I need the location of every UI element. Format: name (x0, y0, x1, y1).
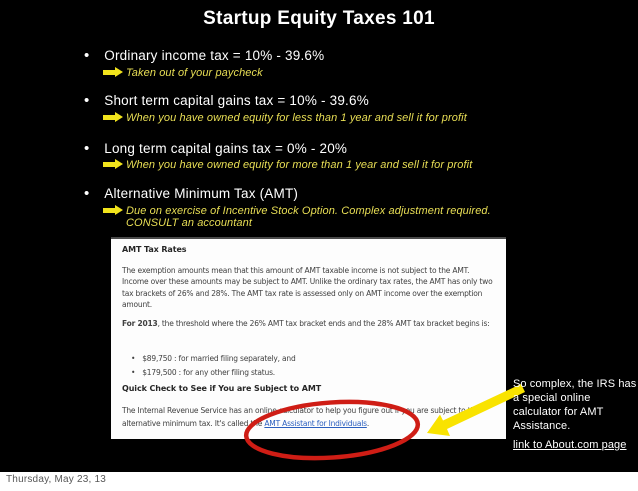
annotation-note: So complex, the IRS has a special online… (513, 377, 638, 452)
embedded-irs-screenshot: AMT Tax Rates The exemption amounts mean… (111, 237, 506, 439)
yellow-arrow-icon (103, 112, 123, 122)
sub-bullet-text: Taken out of your paycheck (126, 67, 263, 79)
exemption-paragraph: The exemption amounts mean that this amo… (122, 266, 493, 309)
bullet-text: Ordinary income tax = 10% - 39.6% (104, 48, 325, 63)
bullet-text: Alternative Minimum Tax (AMT) (104, 186, 299, 201)
amt-assistant-link[interactable]: AMT Assistant for Individuals (264, 418, 367, 428)
quick-check-heading: Quick Check to See if You are Subject to… (122, 384, 322, 393)
amt-tax-rates-heading: AMT Tax Rates (122, 245, 187, 254)
bullet-text: Long term capital gains tax = 0% - 20% (104, 141, 348, 156)
sub-bullet-amt: Due on exercise of Incentive Stock Optio… (103, 205, 541, 229)
bullet-amt: • Alternative Minimum Tax (AMT) (84, 186, 298, 201)
list-item: • $179,500 : for any other filing status. (131, 366, 296, 380)
threshold-paragraph: For 2013, the threshold where the 26% AM… (122, 318, 494, 330)
list-bullet-icon: • (131, 367, 136, 377)
list-item: • $89,750 : for married filing separately… (131, 352, 296, 366)
yellow-arrow-icon (103, 159, 123, 169)
annotation-text: So complex, the IRS has a special online… (513, 378, 637, 432)
bullet-short-term-gains: • Short term capital gains tax = 10% - 3… (84, 93, 369, 108)
sub-bullet-ordinary-income: Taken out of your paycheck (103, 67, 263, 79)
bullet-dot-icon: • (84, 140, 90, 157)
sub-bullet-text: When you have owned equity for less than… (126, 112, 467, 124)
bullet-dot-icon: • (84, 47, 90, 64)
list-item-text: $89,750 : for married filing separately,… (142, 354, 296, 363)
bullet-long-term-gains: • Long term capital gains tax = 0% - 20% (84, 141, 347, 156)
yellow-arrow-icon (103, 205, 123, 215)
bullet-ordinary-income: • Ordinary income tax = 10% - 39.6% (84, 48, 324, 63)
footer-date-text: Thursday, May 23, 13 (6, 474, 106, 485)
slide: Startup Equity Taxes 101 • Ordinary inco… (0, 0, 638, 472)
sub-bullet-short-term-gains: When you have owned equity for less than… (103, 112, 467, 124)
bullet-dot-icon: • (84, 185, 90, 202)
sub-bullet-text: Due on exercise of Incentive Stock Optio… (126, 205, 491, 229)
list-item-text: $179,500 : for any other filing status. (142, 367, 275, 377)
sub-bullet-long-term-gains: When you have owned equity for more than… (103, 159, 472, 171)
threshold-rest: , the threshold where the 26% AMT tax br… (157, 319, 490, 328)
list-bullet-icon: • (131, 354, 136, 363)
slide-title: Startup Equity Taxes 101 (203, 8, 435, 29)
aboutcom-link[interactable]: link to About.com page (513, 439, 627, 451)
date-footer: Thursday, May 23, 13 (0, 472, 638, 491)
bullet-dot-icon: • (84, 92, 90, 109)
bullet-text: Short term capital gains tax = 10% - 39.… (104, 93, 369, 108)
threshold-list: • $89,750 : for married filing separately… (131, 352, 296, 379)
threshold-bold-prefix: For 2013 (122, 319, 158, 328)
irs-calculator-paragraph: The Internal Revenue Service has an onli… (122, 405, 494, 431)
yellow-arrow-icon (103, 67, 123, 77)
sub-bullet-text: When you have owned equity for more than… (126, 159, 473, 171)
irs-paragraph-suffix: . (366, 418, 370, 428)
